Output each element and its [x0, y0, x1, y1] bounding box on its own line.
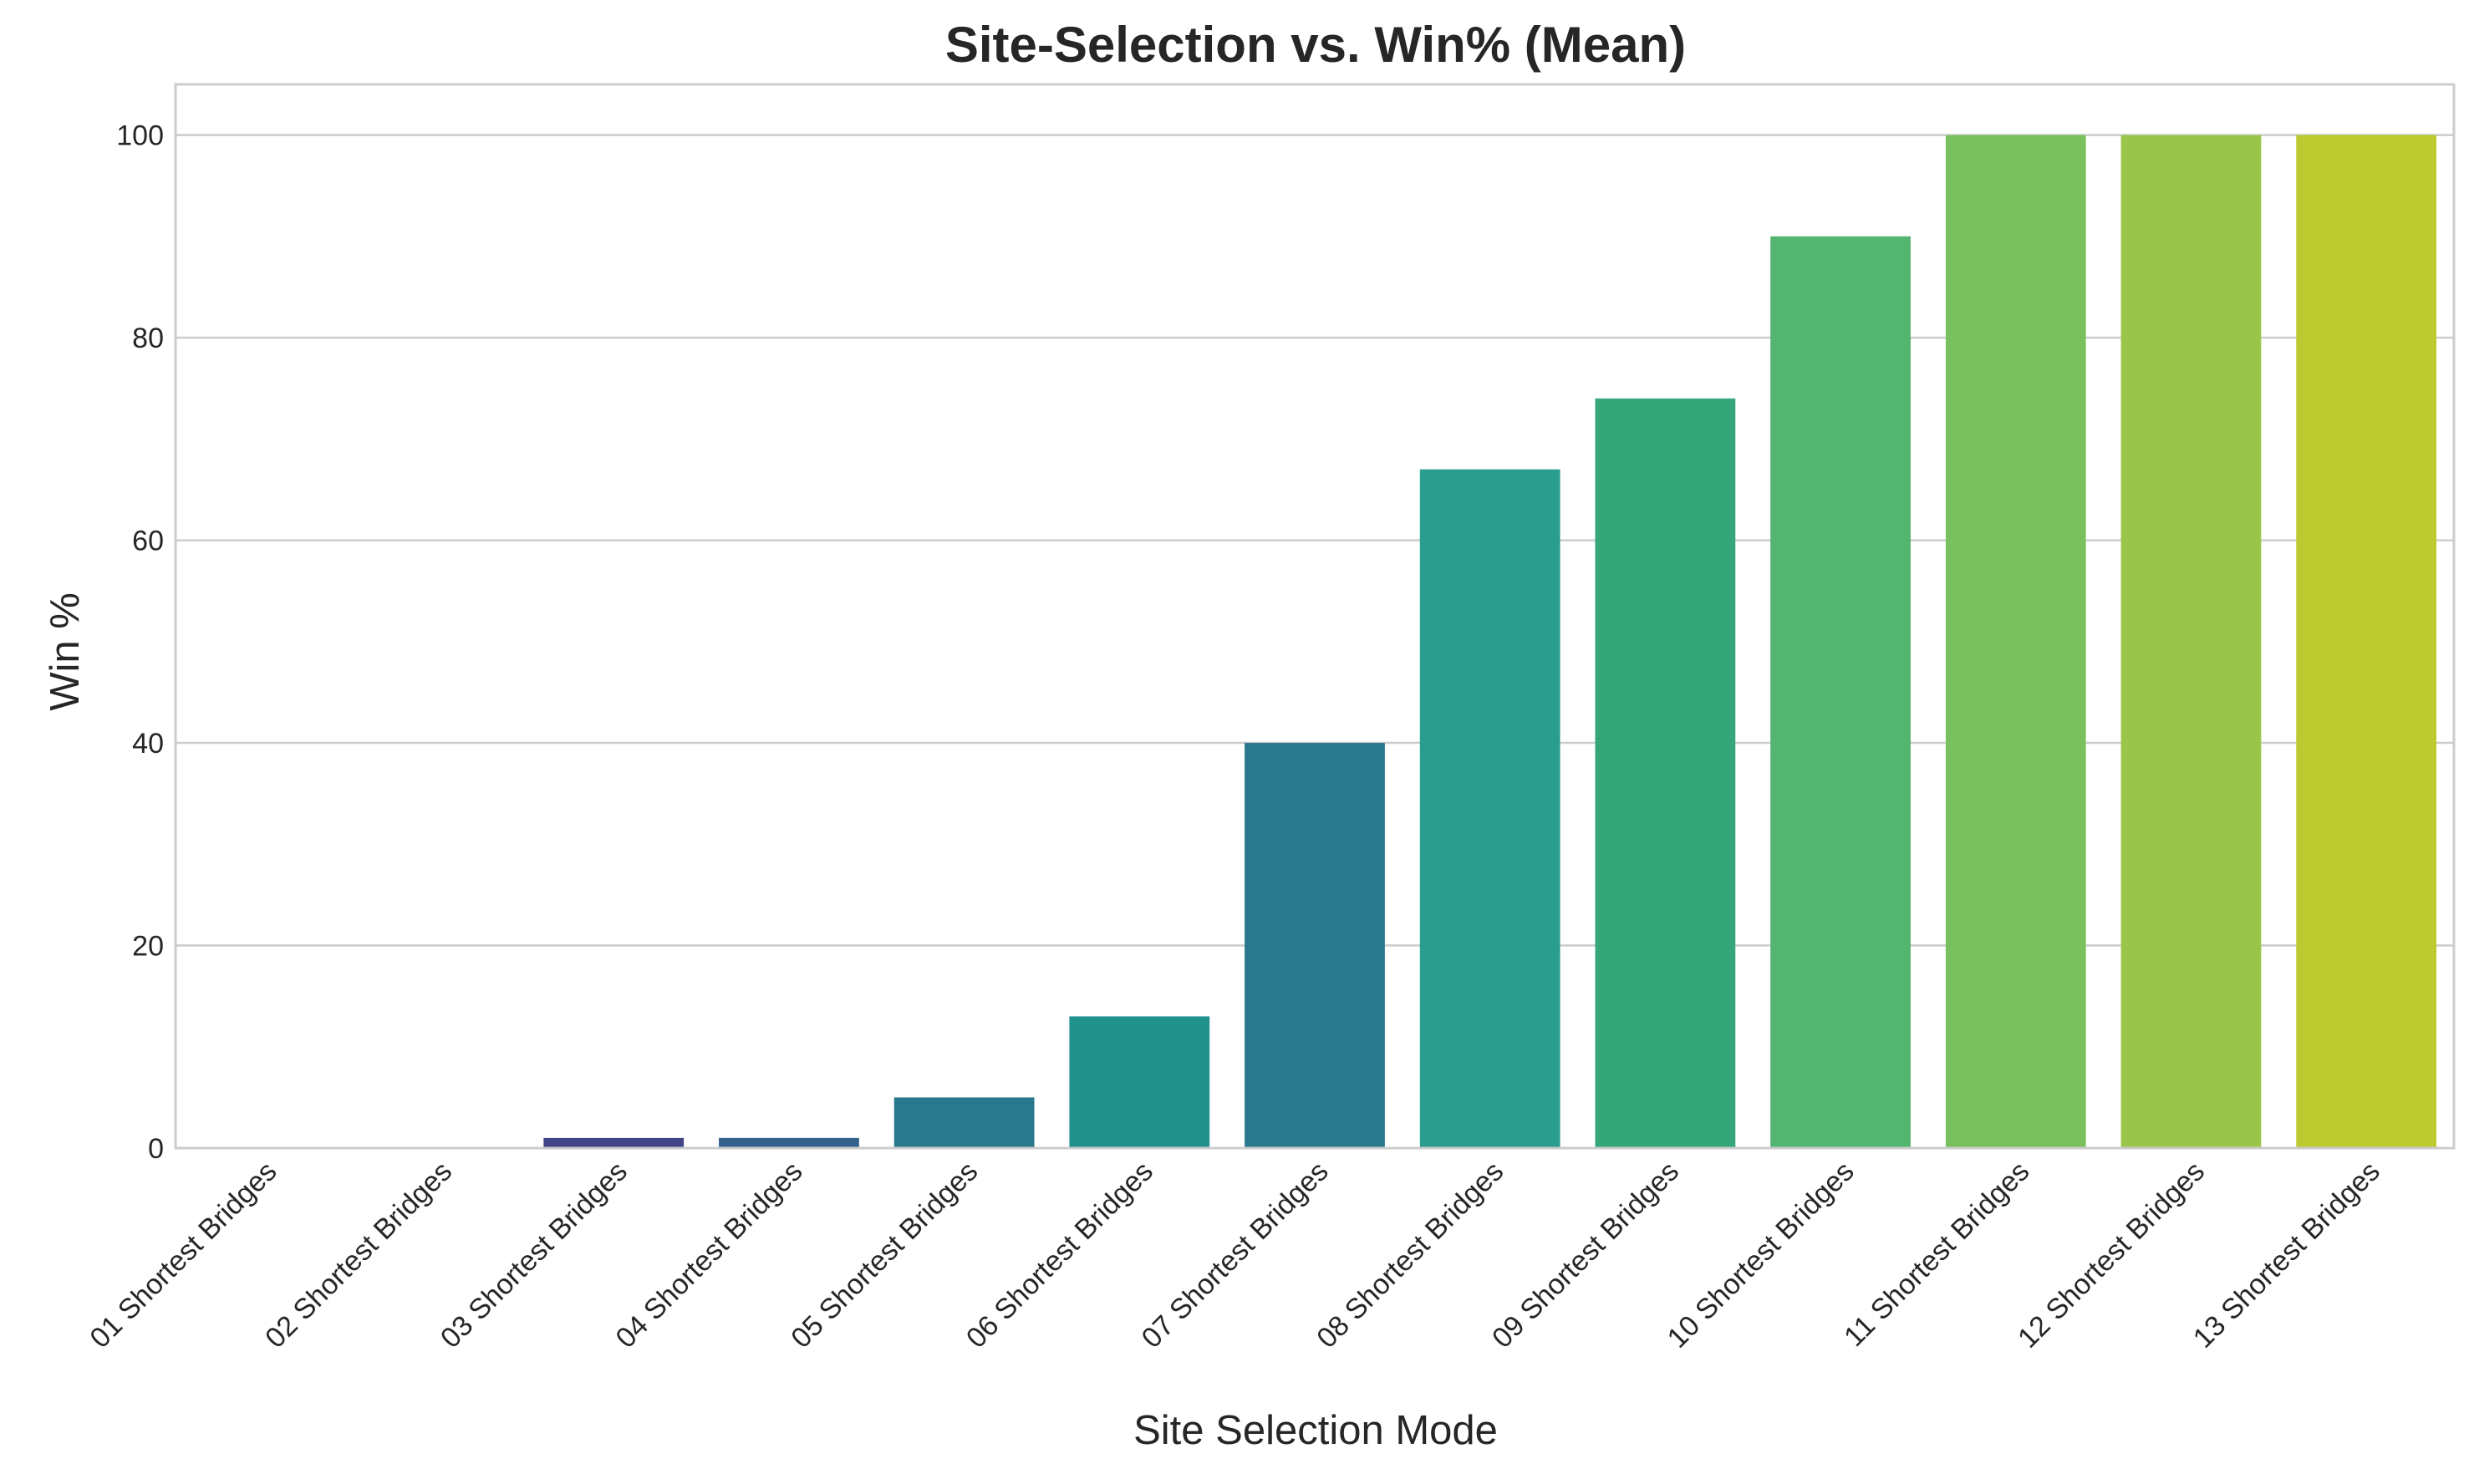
chart-title: Site-Selection vs. Win% (Mean) — [945, 17, 1686, 73]
y-tick-label: 20 — [132, 931, 164, 963]
y-tick-label: 100 — [116, 120, 164, 152]
bar — [543, 1137, 685, 1148]
bar — [719, 1137, 859, 1148]
y-tick-label: 60 — [132, 526, 164, 557]
bar — [1419, 469, 1560, 1148]
bar — [893, 1097, 1035, 1148]
bars — [543, 135, 2437, 1149]
bar — [1945, 135, 2086, 1149]
bar — [1595, 398, 1736, 1148]
bar — [2120, 135, 2262, 1149]
y-tick-label: 80 — [132, 323, 164, 354]
bar — [2296, 135, 2437, 1149]
bar — [1770, 236, 1911, 1148]
y-axis-ticks: 0 20 40 60 80 100 — [116, 120, 164, 1165]
plot-frame — [174, 83, 2456, 1150]
bar — [1245, 743, 1385, 1148]
y-tick-label: 0 — [148, 1133, 164, 1165]
x-axis-label: Site Selection Mode — [1133, 1408, 1498, 1453]
y-tick-label: 40 — [132, 728, 164, 760]
bar — [1069, 1016, 1210, 1148]
y-axis-label: Win % — [43, 592, 88, 711]
